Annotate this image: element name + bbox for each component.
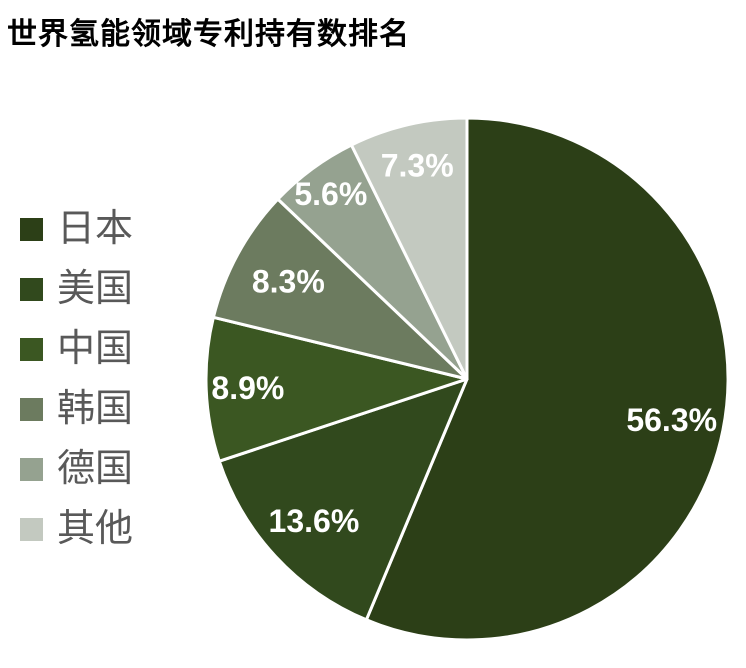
legend-item-usa: 美国 xyxy=(20,259,133,319)
legend-label-germany: 德国 xyxy=(57,448,134,490)
legend-swatch-usa xyxy=(20,277,43,301)
pie-data-label-germany: 5.6% xyxy=(294,176,367,212)
legend-item-japan: 日本 xyxy=(20,199,133,259)
legend-label-other: 其他 xyxy=(57,508,134,550)
pie-data-label-other: 7.3% xyxy=(381,148,454,184)
legend-item-germany: 德国 xyxy=(20,439,133,499)
legend-swatch-other xyxy=(20,517,43,541)
legend-swatch-germany xyxy=(20,457,43,481)
legend-label-japan: 日本 xyxy=(57,208,134,250)
legend-item-china: 中国 xyxy=(20,319,133,379)
pie-data-label-japan: 56.3% xyxy=(626,402,717,438)
legend-item-korea: 韩国 xyxy=(20,379,133,439)
pie-data-label-china: 8.9% xyxy=(211,370,284,406)
legend-swatch-china xyxy=(20,337,43,361)
chart-legend: 日本美国中国韩国德国其他 xyxy=(20,199,133,559)
legend-swatch-japan xyxy=(20,217,43,241)
legend-swatch-korea xyxy=(20,397,43,421)
legend-label-korea: 韩国 xyxy=(57,388,134,430)
chart-title: 世界氢能领域专利持有数排名 xyxy=(7,18,410,51)
pie-slice-china xyxy=(204,315,469,463)
pie-data-label-korea: 8.3% xyxy=(252,264,325,300)
pie-data-label-usa: 13.6% xyxy=(269,503,360,539)
pie-slice-usa xyxy=(217,377,469,622)
legend-item-other: 其他 xyxy=(20,499,133,559)
legend-label-usa: 美国 xyxy=(57,268,134,310)
pie-slice-other xyxy=(349,116,469,381)
pie-slice-korea xyxy=(211,197,469,381)
legend-label-china: 中国 xyxy=(57,328,134,370)
pie-slice-japan xyxy=(364,116,730,642)
